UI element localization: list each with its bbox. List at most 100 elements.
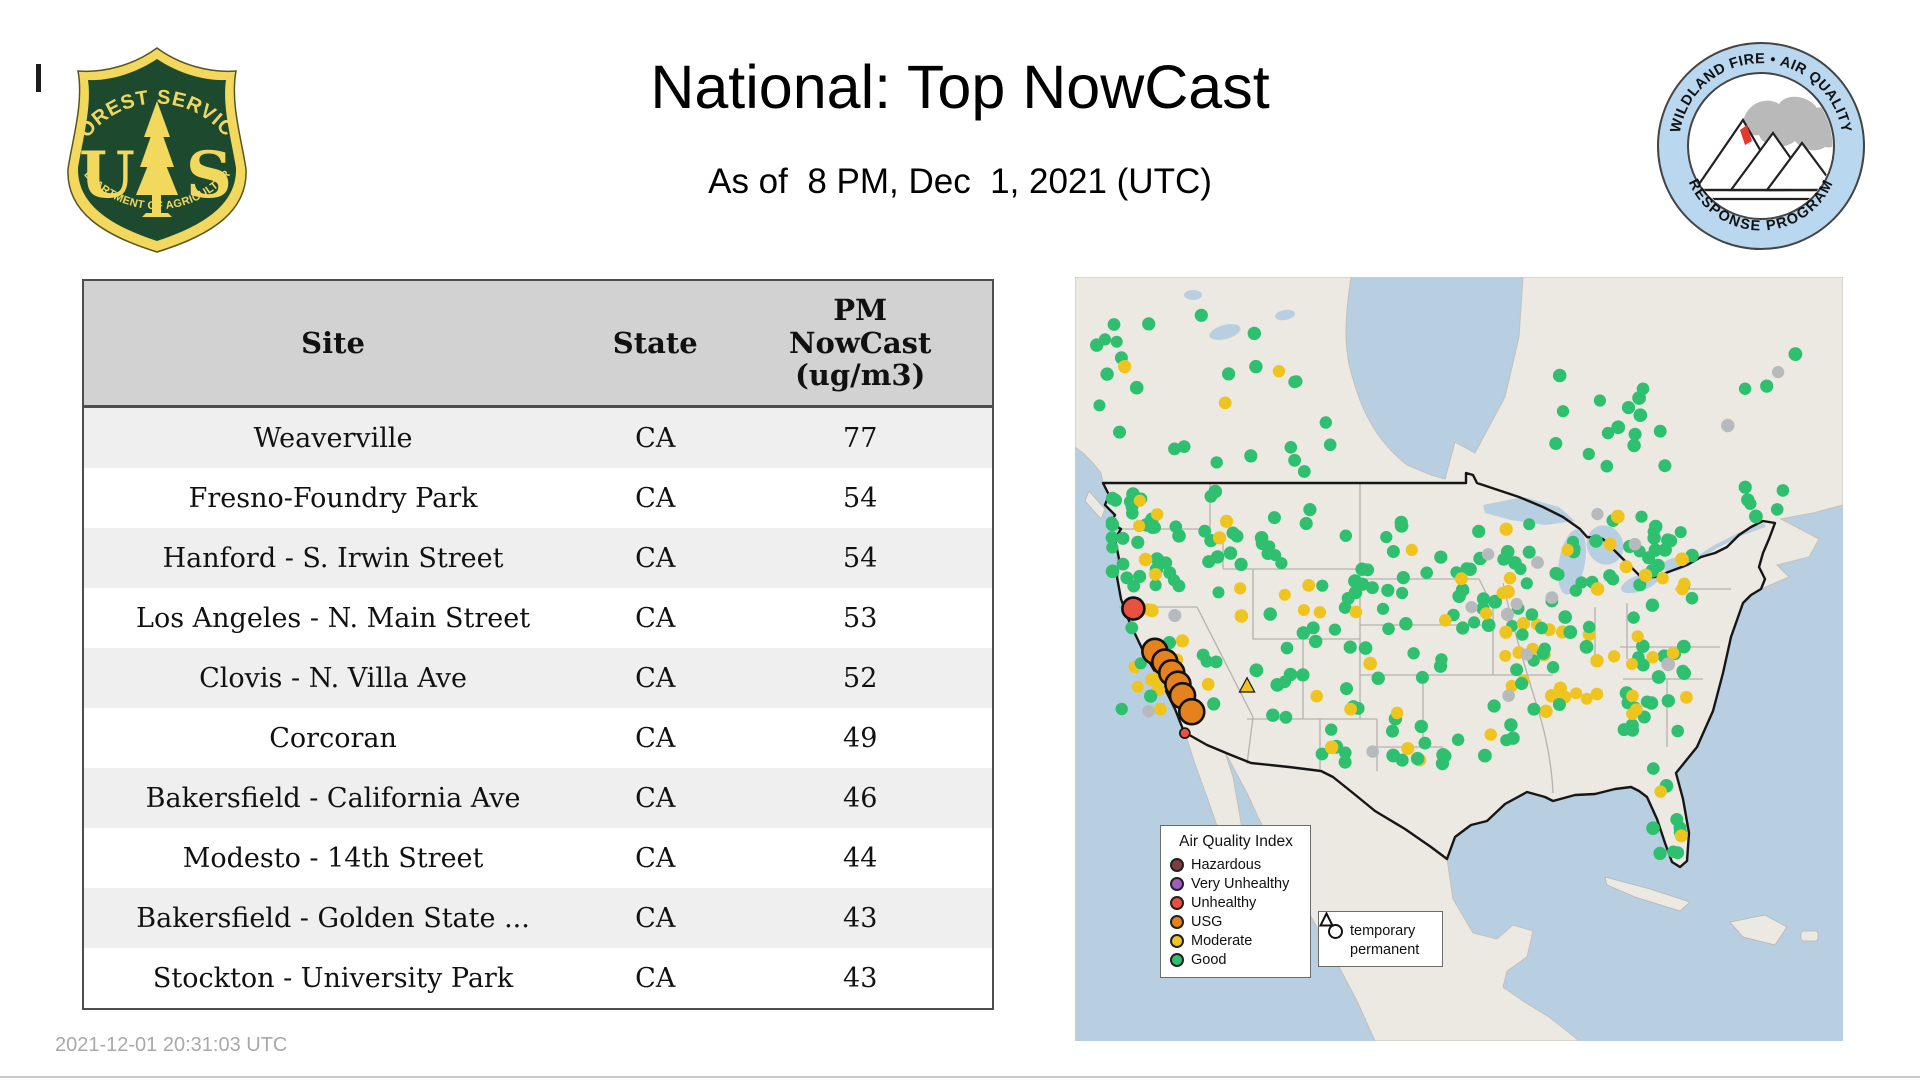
- monitor-dot-good: [1500, 734, 1513, 747]
- legend-item-very_unhealthy: Very Unhealthy: [1170, 876, 1302, 892]
- monitor-dot-good: [1617, 723, 1631, 737]
- monitor-dot-moderate: [1626, 707, 1639, 720]
- header-pm-line2: NowCast: [788, 325, 932, 360]
- legend-label: Hazardous: [1191, 857, 1262, 873]
- pm-value-cell: 54: [843, 482, 878, 514]
- monitor-dot-good: [1194, 308, 1208, 322]
- monitor-dot-good: [1770, 503, 1784, 516]
- header-site: Site: [83, 280, 583, 408]
- map-svg: [1075, 277, 1843, 1041]
- page-subtitle: As of 8 PM, Dec 1, 2021 (UTC): [708, 162, 1212, 201]
- monitor-dot-good: [1396, 571, 1410, 585]
- monitor-dot-good: [1516, 628, 1529, 641]
- monitor-dot-good: [1296, 626, 1310, 640]
- monitor-marker-unhealthy: [1121, 596, 1146, 621]
- monitor-dot-good: [1522, 545, 1536, 559]
- site-cell: Modesto - 14th Street: [182, 842, 484, 874]
- site-cell: Fresno-Foundry Park: [188, 482, 478, 514]
- monitor-dot-good: [1222, 367, 1236, 381]
- monitor-dot-good: [1145, 520, 1160, 534]
- monitor-dot-moderate: [1553, 681, 1567, 695]
- monitor-dot-moderate: [1499, 625, 1513, 639]
- top-nowcast-table-wrap: Site State PM NowCast (ug/m3) Weavervill…: [82, 279, 994, 1010]
- monitor-dot-no_data: [1481, 548, 1495, 561]
- monitor-dot-good: [1340, 682, 1353, 696]
- site-cell: Clovis - N. Villa Ave: [199, 662, 467, 694]
- lakes: [1184, 290, 1766, 595]
- legend-item-usg: USG: [1170, 914, 1302, 930]
- monitor-dot-good: [1315, 747, 1329, 761]
- monitor-dot-moderate: [1390, 706, 1404, 720]
- monitor-dot-moderate: [1544, 689, 1559, 703]
- state-cell: CA: [635, 482, 676, 514]
- monitor-dot-good: [1209, 655, 1223, 669]
- monitor-dot-moderate: [1405, 543, 1418, 556]
- monitor-dot-good: [1646, 821, 1660, 835]
- monitor-dot-moderate: [1213, 531, 1227, 545]
- monitor-dot-good: [1435, 653, 1448, 666]
- monitor-dot-moderate: [1501, 585, 1515, 599]
- page-bottom-divider: [0, 1076, 1920, 1078]
- monitor-dot-good: [1247, 326, 1261, 341]
- fs-logo-u: U: [79, 138, 135, 213]
- monitor-dot-good: [1674, 526, 1687, 539]
- monitor-dot-good: [1635, 510, 1648, 523]
- monitor-dot-moderate: [1313, 606, 1327, 619]
- monitor-dot-good: [1120, 571, 1134, 585]
- monitor-dot-good: [1110, 335, 1123, 348]
- monitor-dot-good: [1676, 639, 1691, 654]
- monitor-dot-good: [1107, 318, 1121, 331]
- monitor-dot-good: [1647, 531, 1661, 545]
- monitor-dot-good: [1210, 456, 1223, 469]
- monitor-dot-good: [1760, 379, 1774, 393]
- monitor-dot-good: [1093, 399, 1106, 412]
- monitor-dot-good: [1776, 484, 1790, 497]
- state-cell: CA: [635, 602, 676, 634]
- monitor-dot-good: [1167, 574, 1181, 587]
- monitor-dot-no_data: [1142, 705, 1155, 718]
- monitor-dot-no_data: [1545, 591, 1559, 604]
- monitor-dot-good: [1159, 556, 1173, 569]
- monitor-dot-good: [1288, 375, 1301, 389]
- monitor-dot-good: [1105, 531, 1119, 545]
- pm-value-cell: 43: [843, 962, 878, 994]
- monitor-dot-good: [1343, 640, 1357, 654]
- table-body: Weaverville CA 77 Fresno-Foundry Park CA 54 Ha…: [83, 406, 993, 1009]
- monitor-dot-moderate: [1175, 634, 1189, 648]
- monitor-dot-good: [1407, 647, 1420, 660]
- monitor-dot-good: [1123, 495, 1137, 508]
- monitor-dot-good: [1488, 594, 1502, 609]
- monitor-dot-good: [1636, 382, 1650, 396]
- state-cell: CA: [635, 842, 676, 874]
- legend-swatch-usg: [1170, 915, 1184, 929]
- monitor-dot-good: [1685, 591, 1699, 605]
- monitor-dot-good: [1376, 602, 1390, 615]
- monitor-dot-good: [1520, 577, 1533, 590]
- generated-timestamp: 2021-12-01 20:31:03 UTC: [55, 1034, 288, 1056]
- monitor-dot-good: [1361, 563, 1375, 577]
- monitor-dot-good: [1212, 586, 1225, 599]
- table-row: Weaverville CA 77: [83, 406, 993, 468]
- monitor-dot-good: [1648, 519, 1663, 534]
- monitor-dot-good: [1149, 579, 1162, 592]
- monitor-dot-no_data: [1591, 508, 1604, 521]
- monitor-dot-good: [1478, 748, 1492, 763]
- state-borders: [1115, 483, 1731, 794]
- aqi-legend-items: Hazardous Very Unhealthy Unhealthy USG Moder…: [1170, 857, 1302, 968]
- monitor-dot-moderate: [1439, 614, 1452, 627]
- monitor-dot-moderate: [1675, 552, 1689, 566]
- monitor-markers-layer: [1121, 596, 1415, 959]
- monitor-dot-good: [1582, 620, 1596, 634]
- monitor-dot-good: [1579, 640, 1594, 654]
- monitor-dot-moderate: [1631, 630, 1644, 643]
- monitor-dot-good: [1380, 531, 1393, 544]
- monitor-dot-moderate: [1680, 691, 1693, 704]
- site-cell: Stockton - University Park: [152, 962, 514, 994]
- monitor-dot-moderate: [1218, 396, 1232, 410]
- monitor-dot-good: [1177, 440, 1191, 453]
- monitor-dot-moderate: [1646, 651, 1659, 664]
- state-cell: CA: [635, 782, 676, 814]
- smoke-cloud-icon: [1742, 96, 1833, 151]
- monitor-dot-good: [1536, 646, 1550, 660]
